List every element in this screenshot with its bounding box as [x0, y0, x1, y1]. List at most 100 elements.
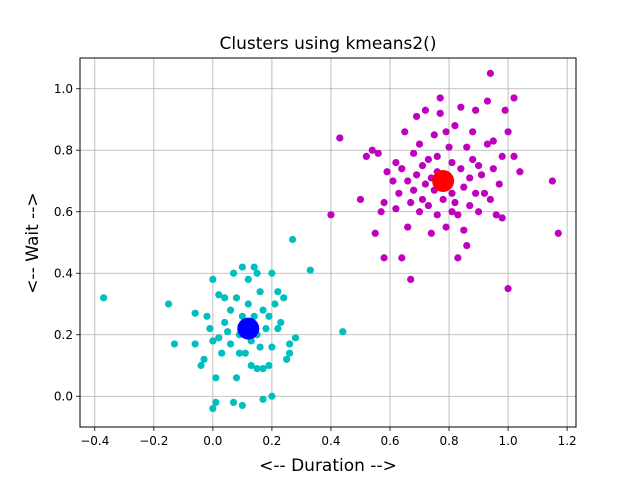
- cluster-1-point: [259, 306, 267, 314]
- cluster-2-point: [418, 195, 427, 204]
- cluster-1-point: [244, 275, 252, 283]
- cluster-1-point: [215, 334, 223, 342]
- cluster-2-point: [383, 168, 391, 176]
- cluster-2-point: [404, 223, 412, 231]
- cluster-2-point: [463, 241, 471, 250]
- cluster-2-point: [410, 186, 418, 194]
- cluster-2-point: [380, 198, 388, 207]
- cluster-1-point: [170, 340, 179, 348]
- cluster-1-point: [247, 361, 255, 370]
- cluster-2-point: [504, 285, 512, 293]
- cluster-2-point: [451, 122, 459, 130]
- cluster-2-point: [362, 152, 370, 160]
- x-tick-label: 0.4: [321, 434, 340, 448]
- cluster-2-point: [492, 211, 500, 219]
- cluster-2-point: [510, 94, 518, 102]
- y-tick-label: 0.4: [54, 266, 73, 280]
- cluster-2-point: [445, 143, 453, 151]
- cluster-1-point: [268, 269, 276, 277]
- cluster-2-point: [498, 214, 506, 222]
- cluster-2-point: [407, 275, 415, 283]
- cluster-2-point: [327, 211, 335, 219]
- cluster-2-point: [548, 177, 556, 185]
- cluster-1-point: [238, 312, 246, 320]
- cluster-1-point: [209, 337, 217, 345]
- cluster-1-point: [212, 398, 220, 406]
- cluster-2-point: [510, 152, 518, 160]
- cluster-1-point: [277, 318, 285, 327]
- y-tick-label: 1.0: [54, 82, 73, 96]
- cluster-2-point: [448, 189, 456, 197]
- cluster-2-point: [448, 208, 456, 216]
- plot-frame: [79, 57, 577, 428]
- cluster-2-point: [480, 189, 489, 197]
- cluster-1-point: [206, 325, 214, 333]
- cluster-2-point: [380, 254, 388, 262]
- cluster-2-point: [336, 134, 344, 142]
- cluster-2-point: [457, 103, 465, 111]
- cluster-2-point: [371, 229, 379, 237]
- cluster-2-point: [454, 254, 462, 262]
- cluster-2-point: [404, 177, 412, 185]
- cluster-1-point: [339, 328, 347, 336]
- cluster-2-point: [398, 254, 406, 262]
- cluster-2-point: [424, 202, 432, 210]
- cluster-2-point: [498, 152, 506, 160]
- cluster-2-point: [516, 168, 524, 176]
- cluster-2-point: [415, 208, 424, 216]
- cluster-1-point: [253, 269, 261, 277]
- cluster-2-point: [501, 106, 509, 114]
- cluster-1-point: [280, 294, 288, 302]
- cluster-2-point: [412, 171, 421, 179]
- cluster-1-point: [232, 374, 241, 382]
- cluster-2-point: [448, 158, 456, 167]
- cluster-2-point: [407, 198, 415, 207]
- cluster-1-point: [209, 275, 217, 283]
- cluster-2-point: [460, 226, 468, 234]
- cluster-2-point: [474, 162, 483, 170]
- y-tick-label: 0.2: [54, 328, 73, 342]
- cluster-2-point: [439, 195, 447, 204]
- y-tick-label: 0.8: [54, 143, 73, 157]
- centroid-2: [432, 170, 455, 192]
- cluster-1-point: [241, 349, 249, 357]
- cluster-1-point: [209, 404, 217, 413]
- cluster-1-point: [265, 312, 273, 320]
- cluster-2-point: [442, 128, 450, 136]
- cluster-2-point: [374, 149, 382, 157]
- cluster-1-point: [100, 294, 108, 302]
- cluster-1-point: [215, 291, 223, 299]
- cluster-2-point: [454, 211, 462, 219]
- x-tick-label: 1.0: [499, 434, 518, 448]
- cluster-2-point: [472, 189, 480, 197]
- y-tick-label: 0.6: [54, 205, 73, 219]
- cluster-1-point: [238, 263, 246, 271]
- cluster-2-point: [460, 183, 468, 191]
- cluster-2-point: [466, 202, 474, 210]
- cluster-2-point: [410, 149, 418, 157]
- cluster-1-point: [265, 361, 273, 370]
- cluster-2-point: [421, 180, 430, 188]
- cluster-2-point: [451, 198, 459, 207]
- cluster-1-point: [218, 349, 226, 357]
- cluster-2-point: [424, 155, 432, 164]
- cluster-2-point: [415, 140, 424, 148]
- cluster-1-point: [259, 364, 267, 373]
- cluster-2-point: [457, 165, 465, 173]
- cluster-2-point: [412, 112, 421, 121]
- cluster-2-point: [389, 177, 397, 185]
- cluster-1-point: [274, 288, 282, 296]
- cluster-2-point: [436, 109, 444, 117]
- cluster-2-point: [392, 158, 400, 167]
- cluster-2-point: [469, 155, 477, 164]
- x-tick-label: 0.0: [203, 434, 222, 448]
- cluster-2-point: [483, 97, 492, 105]
- cluster-1-point: [226, 340, 235, 348]
- cluster-2-point: [486, 195, 494, 204]
- x-tick-label: 0.8: [440, 434, 459, 448]
- cluster-1-point: [164, 300, 173, 308]
- cluster-2-point: [356, 195, 365, 204]
- cluster-1-point: [256, 288, 264, 296]
- cluster-1-point: [256, 343, 264, 351]
